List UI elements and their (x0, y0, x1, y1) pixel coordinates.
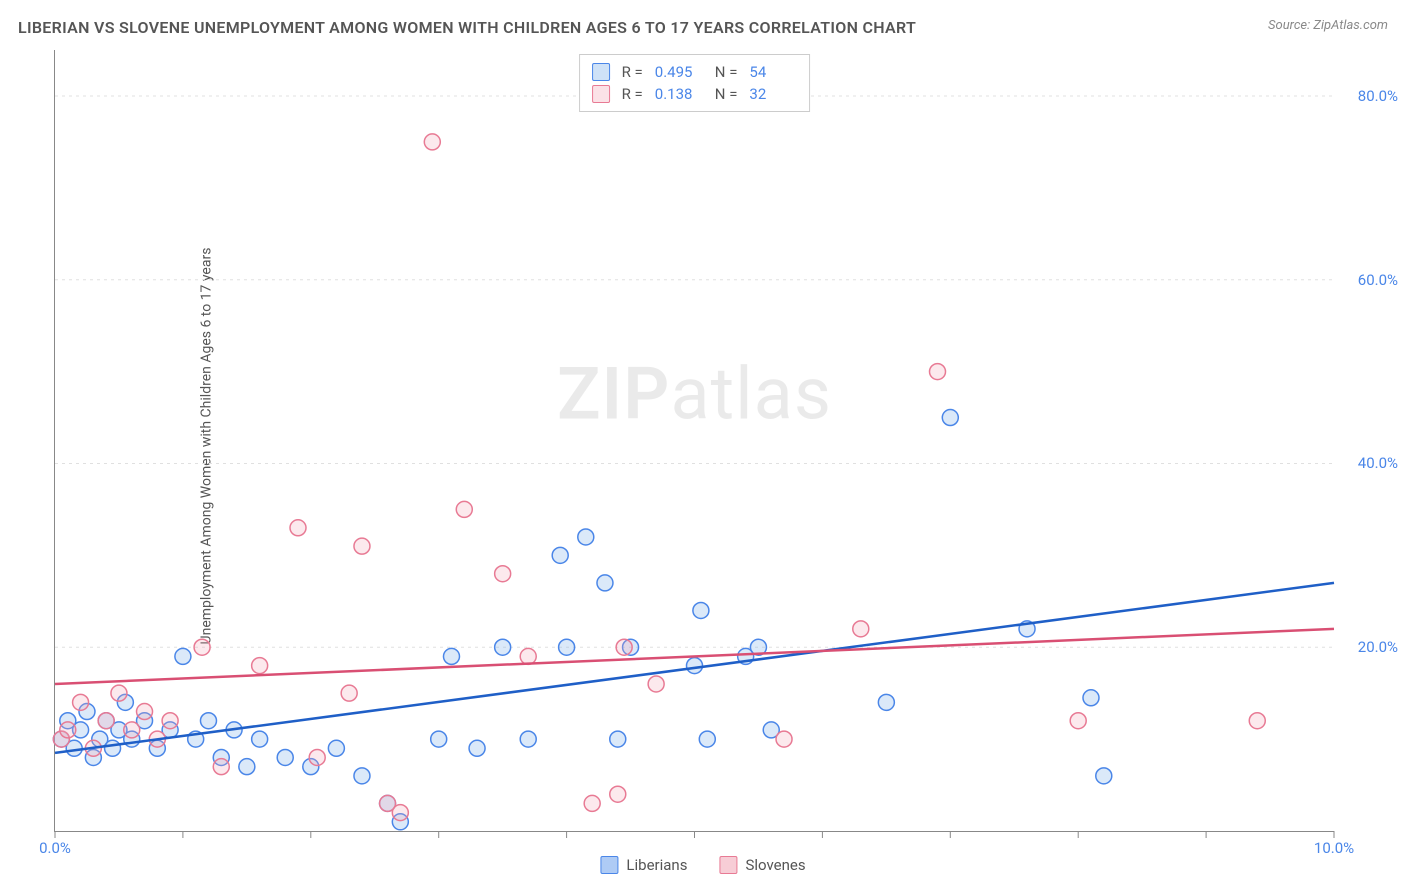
legend-item-slovenes: Slovenes (719, 856, 805, 874)
r-value-liberians: 0.495 (655, 63, 703, 81)
legend-item-liberians: Liberians (600, 856, 687, 874)
legend-swatch-liberians (600, 856, 618, 874)
legend-label-slovenes: Slovenes (745, 856, 805, 874)
y-tick-label: 60.0% (1358, 271, 1398, 289)
x-tick-label: 10.0% (1314, 839, 1354, 857)
y-tick-label: 20.0% (1358, 638, 1398, 656)
x-tick-label: 0.0% (39, 839, 71, 857)
scatter-chart (55, 50, 1334, 831)
y-tick-label: 40.0% (1358, 454, 1398, 472)
series-legend: Liberians Slovenes (600, 856, 805, 874)
n-label: N = (715, 63, 738, 81)
legend-swatch-slovenes (592, 85, 610, 103)
r-value-slovenes: 0.138 (655, 85, 703, 103)
plot-area: ZIPatlas R = 0.495 N = 54 R = 0.138 N = … (54, 50, 1334, 832)
n-value-slovenes: 32 (749, 85, 797, 103)
correlation-legend: R = 0.495 N = 54 R = 0.138 N = 32 (579, 54, 811, 112)
n-label: N = (715, 85, 738, 103)
r-label: R = (622, 63, 643, 81)
legend-row-liberians: R = 0.495 N = 54 (592, 61, 798, 83)
legend-row-slovenes: R = 0.138 N = 32 (592, 83, 798, 105)
r-label: R = (622, 85, 643, 103)
legend-swatch-liberians (592, 63, 610, 81)
legend-swatch-slovenes (719, 856, 737, 874)
legend-label-liberians: Liberians (626, 856, 687, 874)
n-value-liberians: 54 (749, 63, 797, 81)
source-attribution: Source: ZipAtlas.com (1268, 18, 1388, 33)
chart-title: LIBERIAN VS SLOVENE UNEMPLOYMENT AMONG W… (18, 18, 916, 37)
y-tick-label: 80.0% (1358, 87, 1398, 105)
